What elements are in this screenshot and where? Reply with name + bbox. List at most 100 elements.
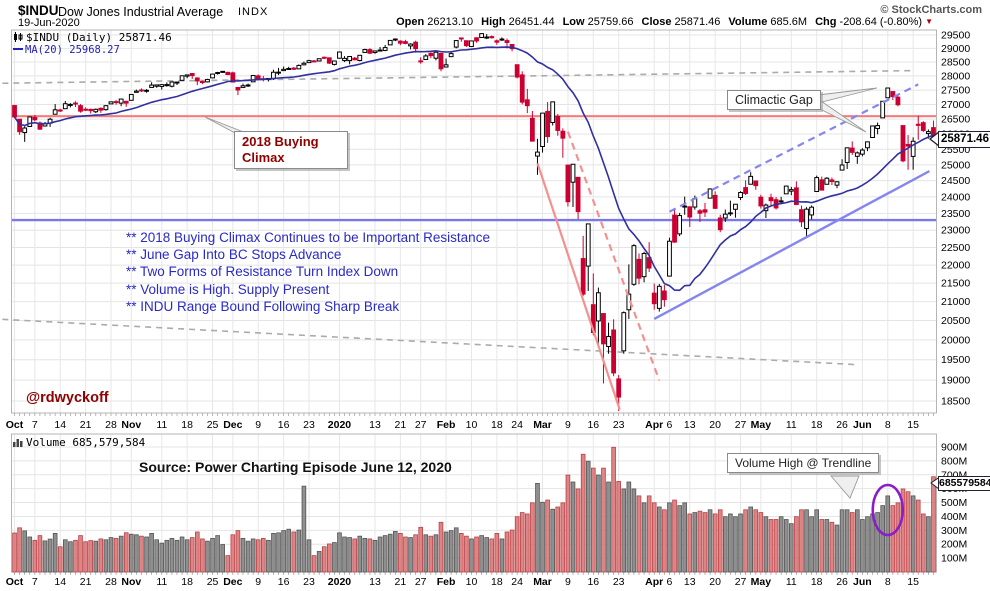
volume-bar — [565, 474, 571, 573]
date-axis-label: 13 — [684, 419, 696, 431]
volume-bar — [220, 544, 225, 573]
volume-bar — [921, 513, 926, 573]
candle-body — [22, 127, 28, 134]
volume-bar — [555, 506, 561, 573]
volume-bar — [646, 495, 652, 573]
volume-bar — [651, 502, 657, 573]
candle-body — [585, 223, 591, 267]
date-axis-label: 23 — [303, 576, 315, 588]
date-axis-label: 2020 — [328, 419, 352, 431]
ma-legend: MA(20) 25968.27 — [13, 44, 120, 56]
candle-body — [601, 313, 606, 345]
quote-chg: Chg -208.64 (-0.80%) — [815, 16, 923, 28]
candle-body — [403, 41, 408, 44]
volume-bar — [636, 495, 642, 573]
volume-bar — [32, 539, 38, 573]
candle-body — [408, 43, 413, 47]
candle-body — [809, 206, 815, 216]
candle-body — [621, 312, 627, 352]
price-axis-label: 20000 — [941, 334, 970, 346]
volume-bar — [12, 532, 17, 573]
date-axis-label: 16 — [278, 576, 290, 588]
date-axis-label: 27 — [415, 419, 427, 431]
candle-body — [606, 335, 611, 348]
volume-bar — [875, 512, 880, 573]
candle-body — [575, 176, 581, 213]
date-axis-label: Nov — [121, 419, 141, 431]
volume-bar — [179, 536, 185, 573]
candle-body — [758, 196, 764, 207]
price-axis-label: 29500 — [941, 30, 970, 42]
volume-bar — [519, 512, 525, 573]
volume-bar — [682, 502, 687, 573]
candle-body — [895, 96, 901, 106]
volume-bar — [225, 555, 231, 573]
date-axis-label: 11 — [156, 576, 167, 588]
price-axis-label: 24500 — [941, 175, 970, 187]
candle-body — [514, 64, 520, 78]
candle-body — [159, 84, 165, 87]
volume-bar — [159, 542, 165, 573]
quote-low: Low 25759.66 — [562, 16, 634, 28]
volume-bar — [768, 519, 774, 573]
candle-body — [783, 185, 789, 195]
candle-body — [78, 105, 83, 112]
candle-body — [768, 197, 774, 202]
volume-bar — [134, 534, 139, 573]
price-legend-text: $INDU (Daily) 25871.46 — [26, 31, 172, 44]
price-axis-label: 21500 — [941, 278, 970, 290]
candle-body — [910, 140, 916, 157]
volume-bar — [535, 482, 540, 573]
candle-body — [118, 98, 124, 104]
buying-climax-callout: 2018 Buying Climax — [234, 131, 348, 169]
volume-bar — [469, 538, 474, 573]
candle-body — [727, 212, 733, 215]
candle-body — [905, 143, 911, 147]
candle-body — [839, 164, 845, 171]
volume-axis-label: 200M — [941, 539, 967, 551]
volume-bar — [748, 506, 753, 573]
upper-gray-trendline — [2, 69, 912, 85]
candle-body — [215, 72, 221, 75]
volume-bar — [98, 538, 104, 573]
lower-gray-trendline — [2, 318, 855, 366]
candle-body — [32, 116, 38, 121]
candle-body — [793, 187, 799, 206]
date-axis-label: Oct — [6, 419, 24, 431]
volume-bar — [895, 502, 901, 573]
volume-bar — [42, 540, 48, 573]
candle-body — [149, 84, 155, 88]
candle-body — [900, 125, 906, 162]
candle-body — [661, 290, 667, 301]
last-price-bubble: 25871.46 — [938, 131, 990, 148]
volume-bar — [372, 539, 378, 573]
candle-body — [865, 141, 870, 149]
volume-bar — [73, 539, 78, 573]
volume-bar — [596, 474, 601, 573]
date-axis-label: 9 — [255, 576, 261, 588]
volume-bar — [804, 509, 809, 573]
candle-body — [479, 33, 485, 39]
date-axis-label: May — [751, 576, 772, 588]
volume-bar — [783, 519, 789, 573]
candle-body — [139, 89, 144, 92]
up-channel-dashed — [668, 83, 919, 213]
volume-bar — [250, 538, 256, 573]
volume-high-ellipse — [871, 483, 905, 537]
candle-body — [595, 292, 601, 322]
candle-body — [423, 55, 429, 60]
volume-bar — [17, 527, 22, 573]
candle-body — [829, 179, 835, 183]
date-axis-label: 13 — [369, 576, 381, 588]
candle-body — [352, 57, 358, 61]
quote-close: Close 25871.46 — [641, 16, 721, 28]
date-axis-label: 28 — [105, 419, 117, 431]
date-axis-label: 28 — [105, 576, 117, 588]
candle-body — [189, 72, 195, 77]
volume-bar — [321, 546, 327, 573]
volume-bar — [78, 535, 83, 573]
volume-axis-label: 800M — [941, 455, 967, 467]
date-axis-label: 9 — [255, 419, 261, 431]
candle-body — [474, 37, 479, 42]
volume-bar — [103, 539, 109, 573]
